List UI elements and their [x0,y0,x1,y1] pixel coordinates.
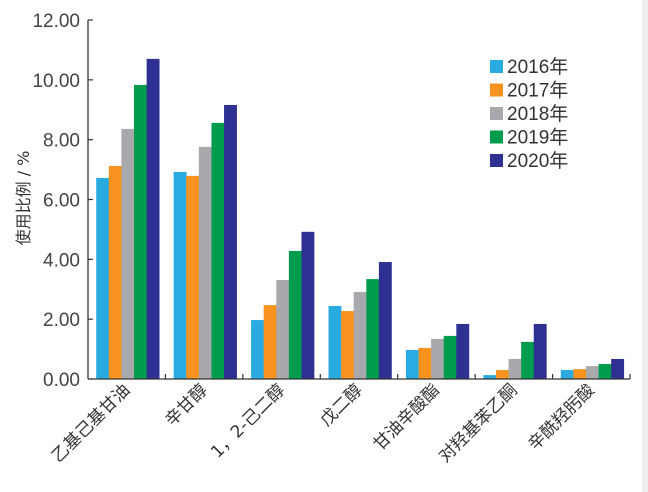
bar-2018年-1，2-己二醇 [276,279,290,379]
bar-2016年-辛甘醇 [173,171,187,379]
bar-2016年-乙基己基甘油 [96,177,110,379]
y-tick-label: 12.00 [32,11,80,32]
bar-2019年-戊二醇 [366,279,380,379]
legend-label: 2020年 [507,150,568,172]
legend-label: 2017年 [507,80,568,102]
category-label: 甘油辛酸酯 [370,380,444,454]
bar-2016年-甘油辛酸酯 [405,349,419,379]
bar-2016年-辛酰羟肟酸 [560,370,574,379]
bar-2019年-1，2-己二醇 [288,250,302,379]
y-axis-label: 使用比例 / % [14,151,33,246]
bar-2019年-甘油辛酸酯 [443,335,457,379]
bars-layer [96,58,625,380]
bar-2019年-辛甘醇 [211,122,225,379]
bar-2017年-对羟基苯乙酮 [495,370,509,379]
bar-2019年-乙基己基甘油 [134,84,147,380]
bar-2017年-辛酰羟肟酸 [573,369,587,379]
bar-2017年-辛甘醇 [186,175,200,379]
legend-swatch [490,83,503,97]
bar-2019年-辛酰羟肟酸 [598,364,612,379]
bar-2018年-乙基己基甘油 [121,128,135,379]
bar-2020年-1，2-己二醇 [301,231,315,379]
bar-2018年-辛酰羟肟酸 [585,366,599,379]
legend-label: 2016年 [507,56,568,78]
bar-2018年-辛甘醇 [198,146,212,379]
bar-2019年-对羟基苯乙酮 [521,341,535,379]
legend-swatch [490,107,503,120]
bar-2018年-戊二醇 [353,291,367,379]
y-tick-label: 2.00 [43,310,80,331]
y-tick-label: 0.00 [43,370,80,391]
x-ticks [164,374,631,379]
bar-2020年-乙基己基甘油 [146,58,160,380]
bar-2020年-甘油辛酸酯 [456,323,470,379]
bar-2016年-对羟基苯乙酮 [483,375,497,379]
bar-2018年-对羟基苯乙酮 [508,358,522,379]
bar-2016年-1，2-己二醇 [251,320,264,379]
bar-2020年-对羟基苯乙酮 [533,323,547,379]
category-label: 辛甘醇 [161,380,211,430]
legend-swatch [490,154,503,167]
y-ticks: 0.00 2.00 4.00 6.00 8.00 10.00 12.00 [32,11,93,391]
bar-2020年-辛酰羟肟酸 [611,358,625,379]
legend-label: 2018年 [507,103,568,125]
bar-2018年-甘油辛酸酯 [431,338,445,379]
category-label: 乙基己基甘油 [48,380,134,466]
bar-2017年-甘油辛酸酯 [418,347,432,379]
legend-swatch [490,60,503,73]
image-edge-strip [642,0,648,492]
legend-swatch [490,130,503,144]
bar-2017年-1，2-己二醇 [263,305,277,379]
category-label: 对羟基苯乙酮 [435,380,521,466]
y-tick-label: 6.00 [43,191,80,212]
y-tick-label: 8.00 [43,131,80,152]
category-label: 1，2-己二醇 [207,380,289,462]
category-label: 戊二醇 [316,380,366,430]
bar-2020年-戊二醇 [378,262,392,379]
bar-2017年-乙基己基甘油 [108,165,122,379]
bar-2016年-戊二醇 [328,306,342,379]
category-label: 辛酰羟肟酸 [525,380,599,454]
legend-label: 2019年 [507,127,568,149]
y-tick-label: 4.00 [43,250,80,271]
bar-2020年-辛甘醇 [224,104,237,380]
bar-2017年-戊二醇 [341,311,354,379]
y-tick-label: 10.00 [32,71,80,92]
